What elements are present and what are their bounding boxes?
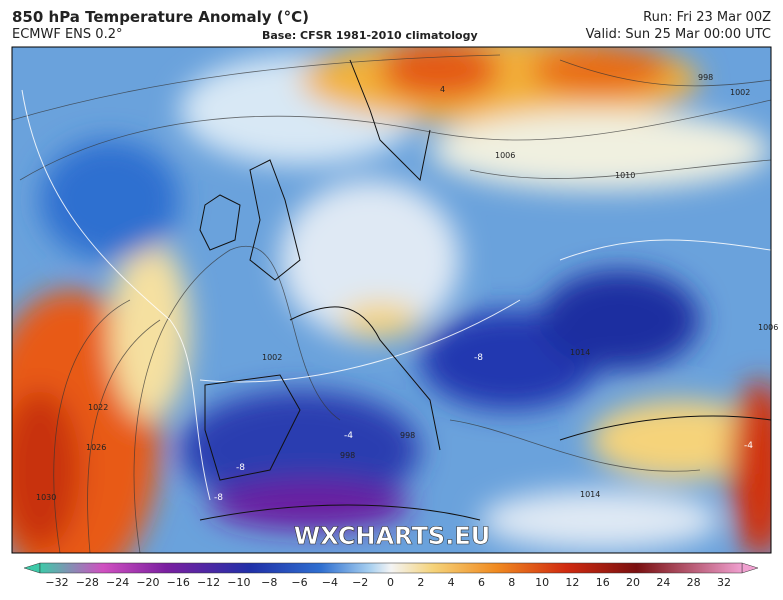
colorbar-tick-label: −12 — [197, 576, 220, 589]
contour-label: 1010 — [615, 171, 635, 180]
valid: Valid: Sun 25 Mar 00:00 UTC — [585, 27, 771, 42]
colorbar-tick-label: 4 — [448, 576, 455, 589]
contour-label: 1030 — [36, 493, 56, 502]
colorbar — [39, 562, 743, 574]
contour-label: -4 — [344, 431, 353, 441]
colorbar-tick-label: 2 — [417, 576, 424, 589]
contour-label: -4 — [744, 441, 753, 451]
model: ECMWF ENS 0.2° — [12, 27, 123, 42]
colorbar-tick-label: 0 — [387, 576, 394, 589]
colorbar-tick-label: −2 — [352, 576, 368, 589]
colorbar-tick-label: −20 — [136, 576, 159, 589]
title: 850 hPa Temperature Anomaly (°C) — [12, 8, 309, 26]
contour-label: 1022 — [88, 403, 108, 412]
contour-label: 1002 — [262, 353, 282, 362]
colorbar-tick-label: 12 — [565, 576, 579, 589]
field — [12, 47, 771, 553]
colorbar-tick-label: −16 — [167, 576, 190, 589]
contour-label: -8 — [214, 493, 223, 503]
colorbar-tick-label: −6 — [291, 576, 307, 589]
colorbar-tick-label: 6 — [478, 576, 485, 589]
colorbar-tick-label: 8 — [508, 576, 515, 589]
contour-label: -8 — [474, 353, 483, 363]
contour-label: 1014 — [570, 348, 590, 357]
contour-label: 998 — [698, 73, 713, 82]
colorbar-tick-label: −8 — [261, 576, 277, 589]
watermark: WXCHARTS.EU — [294, 522, 490, 550]
contour-label: 1002 — [730, 88, 750, 97]
contour-label: 1006 — [495, 151, 515, 160]
colorbar-tick-label: −28 — [76, 576, 99, 589]
contour-label: 1014 — [580, 490, 600, 499]
colorbar-tick-label: 20 — [626, 576, 640, 589]
colorbar-tick-label: 32 — [717, 576, 731, 589]
colorbar-tick-label: 28 — [687, 576, 701, 589]
colorbar-tick-label: −10 — [227, 576, 250, 589]
colorbar-tick-label: −24 — [106, 576, 129, 589]
contour-label: -8 — [236, 463, 245, 473]
map-frame — [11, 46, 772, 554]
contour-label: 998 — [400, 431, 415, 440]
contour-label: 1026 — [86, 443, 106, 452]
base: Base: CFSR 1981-2010 climatology — [262, 29, 478, 42]
colorbar-tick-label: 16 — [596, 576, 610, 589]
contour-label: 1006 — [758, 323, 778, 332]
colorbar-tick-label: 10 — [535, 576, 549, 589]
contour-label: 4 — [440, 85, 445, 94]
colorbar-tick-label: −32 — [45, 576, 68, 589]
contour-label: 998 — [340, 451, 355, 460]
run: Run: Fri 23 Mar 00Z — [643, 10, 771, 25]
colorbar-tick-label: −4 — [322, 576, 338, 589]
colorbar-tick-label: 24 — [656, 576, 670, 589]
